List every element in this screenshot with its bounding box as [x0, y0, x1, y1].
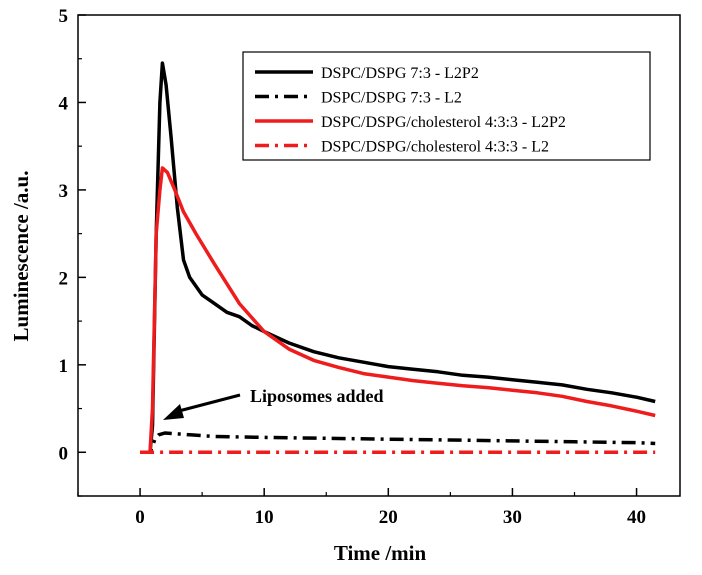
- plot-frame: [77, 14, 681, 497]
- x-tick-label: 0: [135, 507, 145, 528]
- legend-label: DSPC/DSPG 7:3 - L2: [321, 90, 462, 107]
- y-tick-label: 1: [59, 356, 69, 377]
- x-tick-label: 20: [379, 507, 398, 528]
- axis-ticks: [77, 14, 638, 497]
- x-axis-title: Time /min: [334, 541, 427, 565]
- legend: DSPC/DSPG 7:3 - L2P2 DSPC/DSPG 7:3 - L2 DS…: [242, 51, 651, 161]
- y-axis-title: Luminescence /a.u.: [9, 171, 33, 342]
- x-tick-label: 30: [503, 507, 522, 528]
- series-lines: [140, 61, 656, 455]
- y-tick-label: 0: [59, 443, 69, 464]
- y-tick-label: 3: [59, 181, 69, 202]
- y-tick-label: 2: [59, 268, 69, 289]
- legend-box: [242, 51, 651, 161]
- legend-items: DSPC/DSPG 7:3 - L2P2 DSPC/DSPG 7:3 - L2 DS…: [255, 65, 566, 156]
- legend-label: DSPC/DSPG 7:3 - L2P2: [321, 65, 479, 82]
- annotation-text: Liposomes added: [250, 386, 384, 406]
- annotation-arrow-head: [163, 404, 184, 420]
- annotation: Liposomes added: [163, 386, 384, 420]
- series-line-3: [140, 166, 656, 455]
- legend-label: DSPC/DSPG/cholesterol 4:3:3 - L2: [321, 139, 549, 156]
- x-tick-label: 10: [255, 507, 274, 528]
- y-tick-label: 5: [59, 6, 69, 27]
- tick-labels: 0 10 20 30 40 0 1 2 3 4 5: [59, 6, 647, 528]
- y-tick-label: 4: [59, 93, 69, 114]
- legend-label: DSPC/DSPG/cholesterol 4:3:3 - L2P2: [321, 114, 566, 131]
- series-line-2: [140, 431, 656, 455]
- annotation-arrow-shaft: [174, 393, 241, 414]
- x-tick-label: 40: [627, 507, 646, 528]
